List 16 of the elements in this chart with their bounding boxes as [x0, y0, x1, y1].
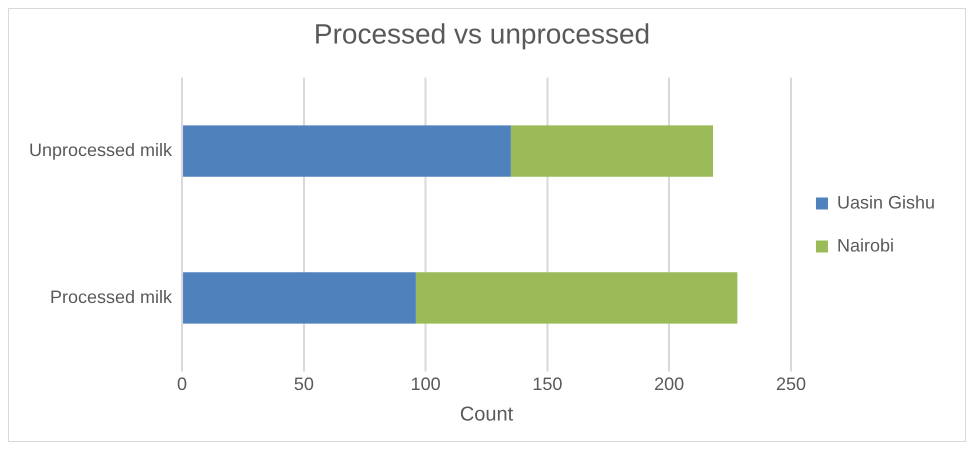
x-tick-label: 100 — [410, 374, 441, 394]
chart-title: Processed vs unprocessed — [314, 18, 650, 50]
legend-label: Uasin Gishu — [836, 192, 936, 212]
bar — [183, 272, 416, 324]
x-tick-label: 50 — [294, 374, 314, 394]
bar — [183, 125, 511, 177]
x-tick-label: 250 — [776, 374, 806, 394]
x-tick-label: 0 — [177, 374, 188, 394]
legend-label: Nairobi — [836, 235, 894, 256]
x-tick-label: 200 — [654, 374, 684, 394]
y-tick-label: Unprocessed milk — [28, 140, 174, 160]
y-tick-label: Processed milk — [50, 286, 174, 307]
x-axis-title: Count — [460, 404, 514, 426]
bar — [510, 125, 714, 177]
x-tick-label: 150 — [532, 374, 562, 394]
bar — [416, 272, 738, 324]
